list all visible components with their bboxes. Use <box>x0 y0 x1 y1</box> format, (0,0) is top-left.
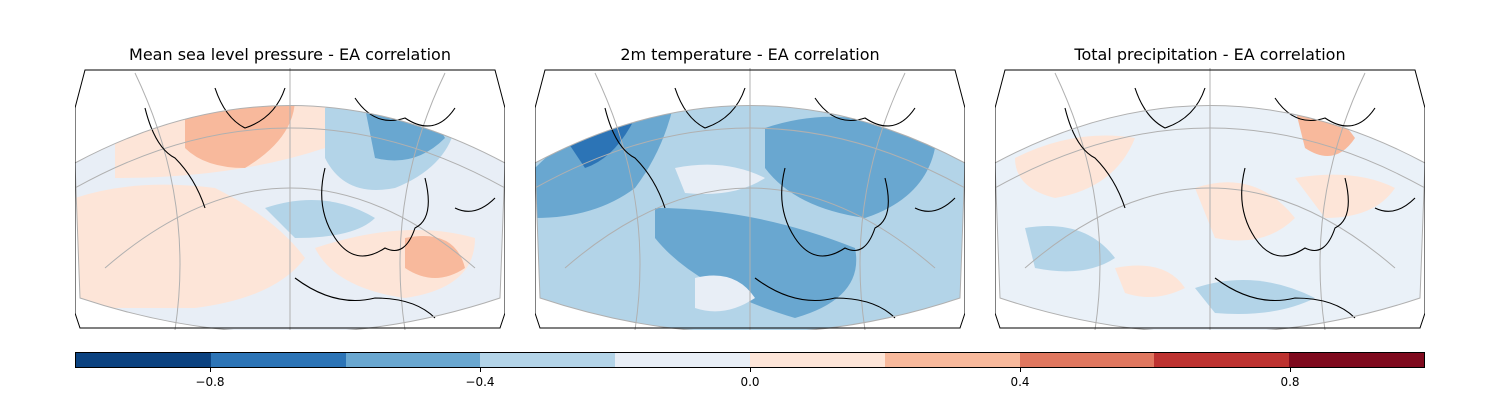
map-frame <box>535 69 965 329</box>
coastlines <box>144 87 496 319</box>
colorbar-segment <box>884 353 1020 367</box>
positive-region <box>1015 135 1135 198</box>
colorbar-segment <box>210 353 346 367</box>
colorbar-tick <box>210 368 211 372</box>
colorbar-segment <box>480 353 616 367</box>
colorbar-segment <box>345 353 481 367</box>
negative-region <box>1025 226 1115 272</box>
colorbar-tick-label: 0.8 <box>1280 375 1300 389</box>
panel-title-msl: Mean sea level pressure - EA correlation <box>129 45 451 64</box>
colorbar-segment <box>1154 353 1290 367</box>
map-panel-msl <box>75 68 505 330</box>
strong-negative-region <box>765 116 935 218</box>
colorbar-segment <box>76 353 211 367</box>
positive-region <box>1295 174 1395 218</box>
map-frame <box>995 69 1425 329</box>
colorbar-tick-label: −0.8 <box>195 375 225 389</box>
colorbar <box>75 352 1425 368</box>
map-panel-t2m <box>535 68 965 330</box>
negative-region <box>265 200 375 238</box>
graticule <box>75 68 505 330</box>
positive-region <box>75 184 305 308</box>
map-panel-tp <box>995 68 1425 330</box>
colorbar-tick-label: 0.4 <box>1010 375 1030 389</box>
weak-negative-region <box>695 275 755 312</box>
map-frame <box>75 69 505 329</box>
colorbar-segment <box>615 353 750 367</box>
colorbar-segment <box>1019 353 1155 367</box>
colorbar-tick <box>1290 368 1291 372</box>
colorbar-tick-label: −0.4 <box>465 375 495 389</box>
panel-title-tp: Total precipitation - EA correlation <box>1074 45 1346 64</box>
positive-region <box>1115 265 1185 297</box>
panel-title-t2m: 2m temperature - EA correlation <box>620 45 880 64</box>
strong-negative-region <box>655 208 857 318</box>
graticule <box>535 68 965 330</box>
colorbar-segment <box>749 353 885 367</box>
weak-negative-region <box>675 164 765 194</box>
strong-positive-region <box>405 236 465 278</box>
negative-region <box>1195 280 1315 314</box>
colorbar-segment <box>1289 353 1424 367</box>
colorbar-tick-label: 0.0 <box>740 375 760 389</box>
colorbar-tick <box>480 368 481 372</box>
graticule <box>995 68 1425 330</box>
colorbar-tick <box>750 368 751 372</box>
strong-negative-region <box>535 105 675 218</box>
coastlines <box>604 87 956 319</box>
colorbar-tick <box>1020 368 1021 372</box>
